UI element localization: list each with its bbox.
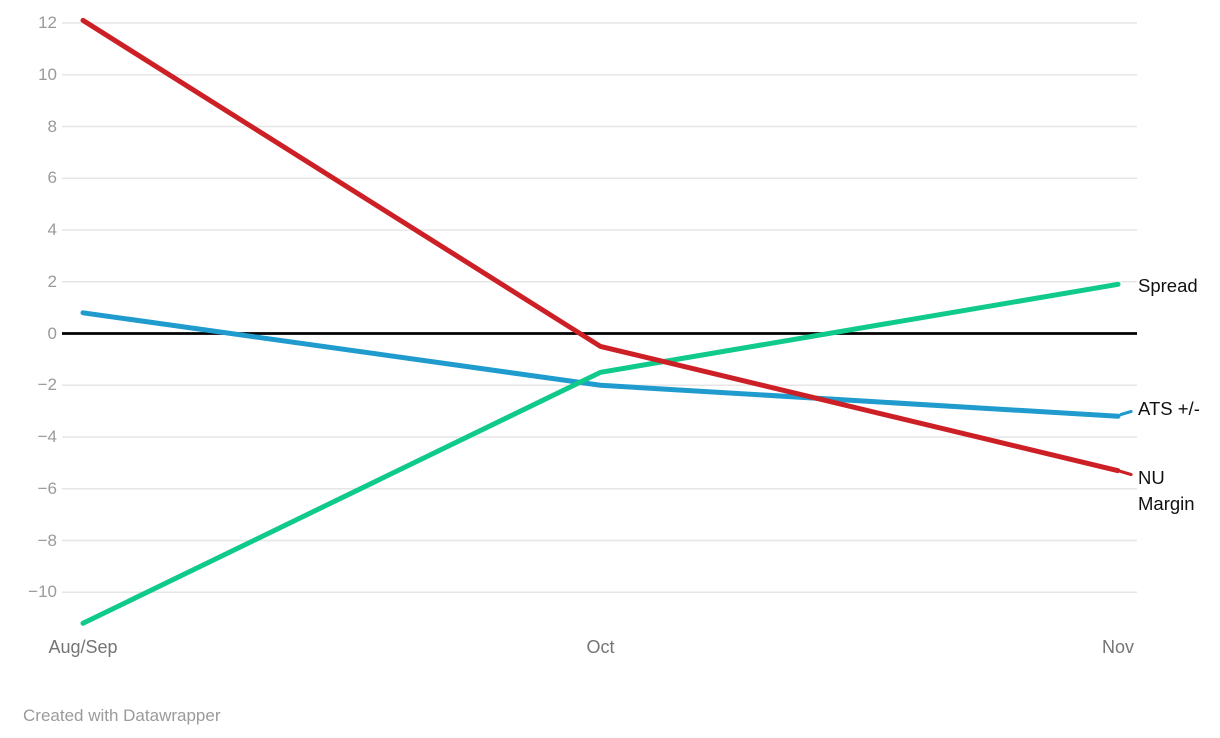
label-connector (1119, 409, 1133, 417)
y-axis-tick-label: −6 (37, 478, 57, 498)
y-axis-tick-label: 8 (47, 116, 57, 136)
series-label-spread: Spread (1138, 275, 1198, 296)
y-axis-tick-label: 6 (47, 168, 57, 188)
x-axis-tick-label: Aug/Sep (48, 637, 118, 657)
datawrapper-credit: Created with Datawrapper (23, 706, 221, 725)
x-axis-tick-label: Oct (586, 637, 615, 657)
y-axis-tick-label: −10 (28, 582, 57, 602)
y-axis-tick-label: 12 (38, 13, 57, 32)
series-label-ats-: ATS +/- (1138, 398, 1200, 419)
y-axis-tick-label: 0 (47, 323, 57, 343)
y-axis-tick-label: −8 (37, 530, 57, 550)
y-axis-tick-label: 2 (47, 271, 57, 291)
series-label-nu-margin: NU Margin (1138, 467, 1195, 514)
y-axis-tick-label: −2 (37, 375, 57, 395)
series-line-nu-margin (80, 17, 1121, 474)
series-line-ats- (80, 310, 1121, 419)
y-axis-tick-label: −4 (37, 427, 57, 446)
y-axis-tick-label: 10 (38, 64, 57, 84)
y-axis-tick-label: 4 (47, 220, 57, 239)
series-line-spread (80, 281, 1121, 626)
x-axis-tick-label: Nov (1101, 637, 1135, 657)
label-connector (1119, 469, 1133, 477)
